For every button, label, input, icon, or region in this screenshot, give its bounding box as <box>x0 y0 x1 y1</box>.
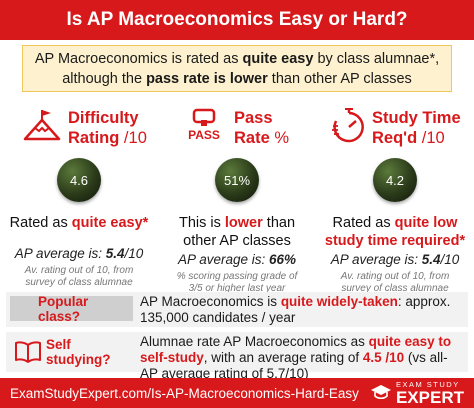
difficulty-average: AP average is: 5.4/10 <box>14 246 144 261</box>
pass-rate-value: 51% <box>215 158 259 202</box>
difficulty-column: Difficulty Rating /10 4.6 Rated as quite… <box>0 100 158 288</box>
brand-logo: EXAM STUDY EXPERT <box>370 380 464 406</box>
difficulty-title: Difficulty Rating /10 <box>68 109 147 147</box>
difficulty-value: 4.6 <box>57 158 101 202</box>
intro-text: by class alumnae*, <box>313 51 440 67</box>
footer: ExamStudyExpert.com/Is-AP-Macroeconomics… <box>0 378 474 408</box>
graduation-cap-icon <box>370 383 392 404</box>
intro-text: than other AP classes <box>267 71 412 87</box>
intro-highlight: pass rate is lower <box>146 71 268 87</box>
intro-highlight: quite easy <box>242 51 314 67</box>
pass-rate-title: Pass Rate % <box>234 109 290 147</box>
mountain-flag-icon <box>22 108 62 147</box>
pass-stamp-icon: PASS <box>180 108 228 149</box>
self-study-text: Alumnae rate AP Macroeconomics as quite … <box>140 334 452 381</box>
pass-rate-note: % scoring passing grade of 3/5 or higher… <box>176 271 298 294</box>
page-title: Is AP Macroeconomics Easy or Hard? <box>0 0 474 40</box>
pass-rate-column: PASS Pass Rate % 51% This is lower than … <box>158 100 316 294</box>
pass-rate-average: AP average is: 66% <box>177 252 297 267</box>
popular-class-row: Popular class? AP Macroeconomics is quit… <box>6 292 468 327</box>
study-time-title: Study Time Req'd /10 <box>372 109 461 147</box>
logo-big-text: EXPERT <box>395 388 464 407</box>
self-study-label: Self studying? <box>10 337 138 367</box>
difficulty-summary: Rated as quite easy* <box>9 215 149 231</box>
intro-box: AP Macroeconomics is rated as quite easy… <box>22 45 452 92</box>
logo-small-text: EXAM STUDY <box>395 380 460 389</box>
popular-class-label: Popular class? <box>10 294 133 324</box>
stopwatch-icon <box>330 108 368 149</box>
study-time-value: 4.2 <box>373 158 417 202</box>
study-time-column: Study Time Req'd /10 4.2 Rated as quite … <box>316 100 474 294</box>
open-book-icon <box>14 340 42 367</box>
pass-rate-summary: This is lower than other AP classes <box>178 215 296 249</box>
svg-text:PASS: PASS <box>188 128 220 142</box>
study-time-note: Av. rating out of 10, from survey of cla… <box>340 271 450 294</box>
intro-text: although the <box>62 71 147 87</box>
study-time-summary: Rated as quite low study time required* <box>324 215 466 249</box>
footer-url[interactable]: ExamStudyExpert.com/Is-AP-Macroeconomics… <box>10 385 359 401</box>
difficulty-note: Av. rating out of 10, from survey of cla… <box>24 265 134 288</box>
intro-text: AP Macroeconomics is rated as <box>34 51 243 67</box>
self-study-row: Self studying? Alumnae rate AP Macroecon… <box>6 332 468 381</box>
popular-class-text: AP Macroeconomics is quite widely-taken:… <box>140 294 451 325</box>
study-time-average: AP average is: 5.4/10 <box>330 252 460 267</box>
